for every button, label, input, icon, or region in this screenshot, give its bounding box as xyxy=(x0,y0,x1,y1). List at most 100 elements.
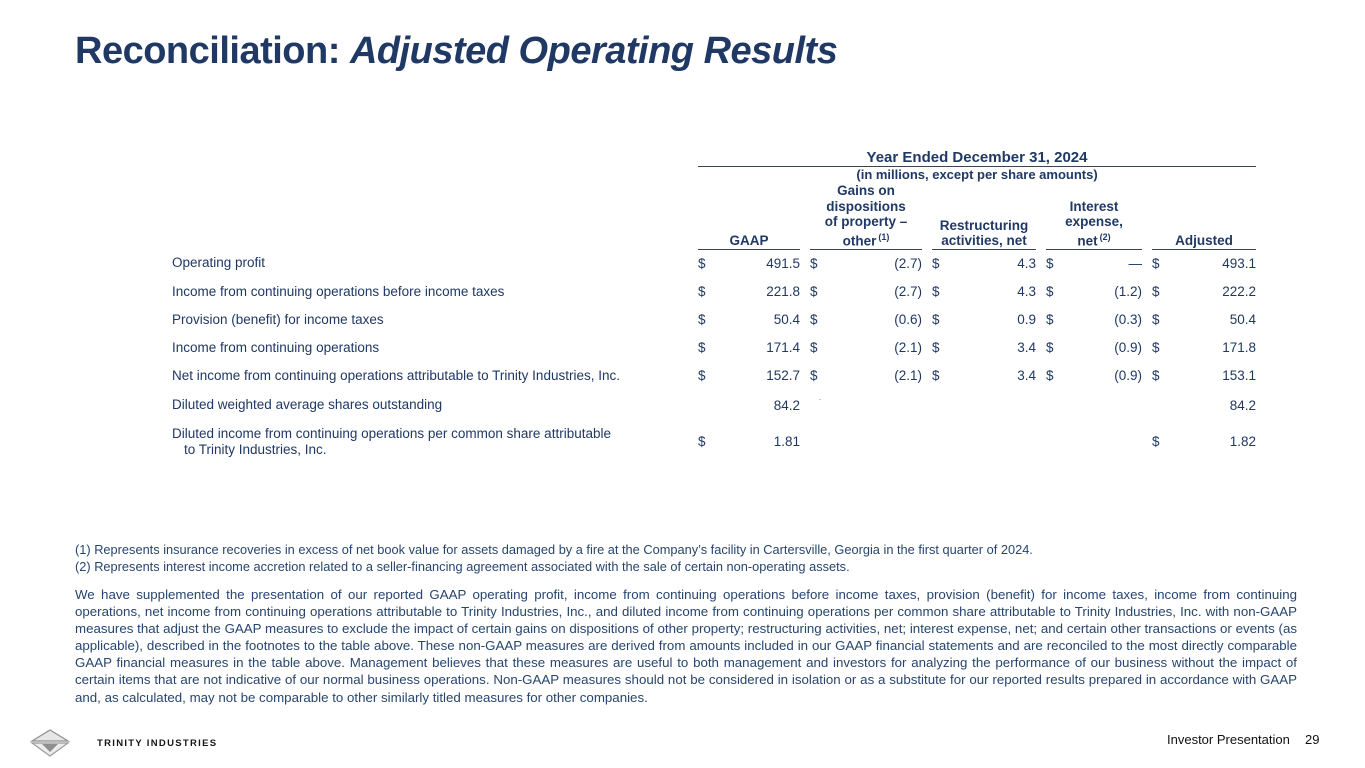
dollar-sign-cell: $ xyxy=(810,256,818,271)
value-cell: 1.81 xyxy=(773,434,800,449)
value-cell xyxy=(830,390,922,421)
footer-label: Investor Presentation xyxy=(1167,732,1290,747)
value-cell: 491.5 xyxy=(766,256,800,271)
dollar-sign-cell: $ xyxy=(810,340,818,355)
value-cell xyxy=(1066,390,1142,421)
title-prefix: Reconciliation: xyxy=(75,30,340,72)
value-cell: — xyxy=(1128,256,1143,271)
dollar-sign-cell xyxy=(1046,421,1066,463)
page-number: 29 xyxy=(1305,732,1320,747)
row-label: Diluted income from continuing operation… xyxy=(172,425,611,457)
table-row: Net income from continuing operations at… xyxy=(172,362,1256,390)
column-gap xyxy=(922,390,932,421)
dollar-sign-cell: $ xyxy=(1152,284,1160,299)
dollar-sign-cell: $ xyxy=(810,284,818,299)
value-cell: (1.2) xyxy=(1114,284,1142,299)
dollar-sign-cell: $ xyxy=(810,368,818,383)
column-gap xyxy=(1142,421,1152,463)
units-row: (in millions, except per share amounts) xyxy=(172,167,1256,184)
column-gap xyxy=(1142,334,1152,362)
row-label: Income from continuing operations before… xyxy=(172,283,505,299)
value-cell: 3.4 xyxy=(1017,368,1036,383)
value-cell: 84.2 xyxy=(1229,397,1257,413)
reconciliation-table: Year Ended December 31, 2024 (in million… xyxy=(172,144,1257,463)
disclosure-paragraph: We have supplemented the presentation of… xyxy=(75,587,1297,705)
dollar-sign-cell: $ xyxy=(932,256,940,271)
dollar-sign-cell: $ xyxy=(1046,256,1054,271)
column-gap xyxy=(1142,249,1152,278)
column-header: Gains on dispositions of property – other (1… xyxy=(810,183,922,250)
dollar-sign-cell: $ xyxy=(698,368,706,383)
dollar-sign-cell xyxy=(1046,390,1066,421)
column-gap xyxy=(1036,390,1046,421)
dollar-sign-cell: $ xyxy=(698,256,706,271)
column-gap xyxy=(922,421,932,463)
dollar-sign-cell: $ xyxy=(810,312,818,327)
column-gap xyxy=(1036,362,1046,390)
column-gap xyxy=(922,278,932,306)
value-cell: 221.8 xyxy=(766,284,800,299)
value-cell: 50.4 xyxy=(1229,312,1257,327)
value-cell: 493.1 xyxy=(1222,256,1257,271)
table-row: Income from continuing operations $171.4 $… xyxy=(172,334,1256,362)
value-cell: (0.6) xyxy=(894,312,922,327)
dollar-sign-cell: $ xyxy=(698,434,706,449)
value-cell: 84.2 xyxy=(773,397,800,413)
column-gap xyxy=(1036,278,1046,306)
column-gap xyxy=(922,334,932,362)
column-gap xyxy=(1036,249,1046,278)
value-cell: 4.3 xyxy=(1017,284,1036,299)
footnote-1: (1) Represents insurance recoveries in e… xyxy=(75,542,1033,557)
column-gap xyxy=(1036,421,1046,463)
column-gap xyxy=(800,249,810,278)
value-cell xyxy=(1066,421,1142,463)
dollar-sign-cell: $ xyxy=(1152,434,1160,449)
dollar-sign-cell: $ xyxy=(698,284,706,299)
column-gap xyxy=(922,306,932,334)
dollar-sign-cell xyxy=(1152,390,1172,421)
period-header-row: Year Ended December 31, 2024 xyxy=(172,144,1257,167)
value-cell xyxy=(952,390,1036,421)
dollar-sign-cell: . xyxy=(818,392,822,402)
table-row: Income from continuing operations before… xyxy=(172,278,1256,306)
dollar-sign-cell: $ xyxy=(1046,340,1054,355)
value-cell: (2.1) xyxy=(894,340,922,355)
row-label: Operating profit xyxy=(172,255,266,271)
footnotes: (1) Represents insurance recoveries in e… xyxy=(75,541,1225,575)
row-label: Income from continuing operations xyxy=(172,339,380,355)
table-row: Diluted income from continuing operation… xyxy=(172,421,1256,463)
column-gap xyxy=(1036,334,1046,362)
footnote-2: (2) Represents interest income accretion… xyxy=(75,559,850,574)
column-gap xyxy=(1142,390,1152,421)
units-note: (in millions, except per share amounts) xyxy=(856,167,1098,182)
value-cell: 153.1 xyxy=(1222,368,1257,383)
value-cell: 171.4 xyxy=(766,340,800,355)
value-cell: 0.9 xyxy=(1017,312,1036,327)
footnote-marker: (2) xyxy=(1099,231,1111,242)
dollar-sign-cell xyxy=(932,421,952,463)
column-gap xyxy=(922,183,932,249)
value-cell: 222.2 xyxy=(1222,284,1257,299)
value-cell: (0.3) xyxy=(1114,312,1142,327)
column-gap xyxy=(800,390,810,421)
dollar-sign-cell xyxy=(810,421,830,463)
value-cell: 50.4 xyxy=(773,312,800,327)
value-cell: (0.9) xyxy=(1114,368,1142,383)
column-gap xyxy=(1142,278,1152,306)
column-gap xyxy=(800,334,810,362)
column-gap xyxy=(922,362,932,390)
row-label: Diluted weighted average shares outstand… xyxy=(172,397,443,412)
period-header: Year Ended December 31, 2024 xyxy=(698,144,1257,167)
dollar-sign-cell: $ xyxy=(932,312,940,327)
column-header-row: GAAP Gains on dispositions of property – oth… xyxy=(172,183,1257,250)
dollar-sign-cell: $ xyxy=(698,312,706,327)
page-title: Reconciliation: Adjusted Operating Resul… xyxy=(75,30,838,73)
value-cell: (2.7) xyxy=(894,256,922,271)
table-row: Operating profit $491.5 $ (2.7) $4.3 $ — $493.1 xyxy=(172,249,1256,278)
dollar-sign-cell: $ xyxy=(1152,340,1160,355)
column-header: Restructuring activities, net xyxy=(932,183,1036,250)
dollar-sign-cell: $ xyxy=(1046,284,1054,299)
column-gap xyxy=(800,421,810,463)
column-gap xyxy=(800,362,810,390)
